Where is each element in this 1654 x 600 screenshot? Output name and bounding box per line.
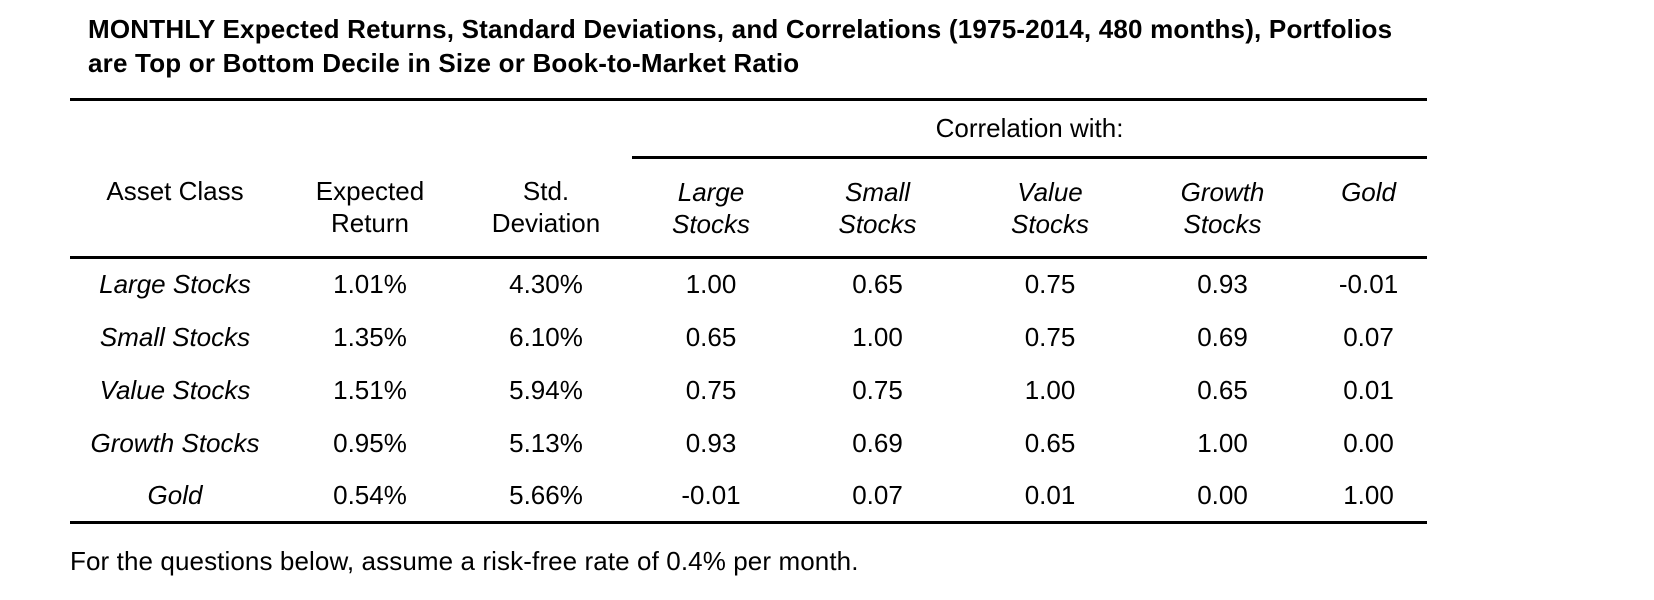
cell-corr-large: 0.65 xyxy=(685,321,737,352)
header-expected-return-line2: Return xyxy=(330,207,410,238)
row-label: Small Stocks xyxy=(99,321,251,352)
risk-free-rate-note: For the questions below, assume a risk-f… xyxy=(70,546,859,576)
header-corr-gold: Gold xyxy=(1310,157,1428,259)
header-gold-label: Gold xyxy=(1341,177,1396,207)
header-value-line1: Value xyxy=(1017,177,1083,207)
header-std-deviation: Std. Deviation xyxy=(460,157,632,259)
header-small-line1: Small xyxy=(844,177,910,207)
cell-corr-gold: 0.07 xyxy=(1343,321,1394,352)
header-growth-line1: Growth xyxy=(1180,177,1265,207)
cell-corr-value: 1.00 xyxy=(1024,374,1076,405)
cell-corr-small: 0.75 xyxy=(852,374,903,405)
cell-corr-growth: 0.65 xyxy=(1197,374,1248,405)
cell-corr-gold: -0.01 xyxy=(1338,269,1399,300)
cell-corr-value: 0.01 xyxy=(965,469,1135,524)
header-std-deviation-line1: Std. xyxy=(522,175,570,206)
cell-corr-gold: 1.00 xyxy=(1310,469,1428,524)
cell-expected-return: 1.35% xyxy=(333,321,407,352)
cell-corr-growth: 0.93 xyxy=(1197,269,1248,300)
document-title: MONTHLY Expected Returns, Standard Devia… xyxy=(70,12,1654,80)
cell-corr-value: 0.65 xyxy=(1024,427,1076,458)
header-growth-line2: Stocks xyxy=(1183,209,1262,239)
cell-corr-value: 0.75 xyxy=(1024,269,1076,300)
header-asset-class: Asset Class xyxy=(70,157,280,259)
cell-corr-gold: 0.01 xyxy=(1343,374,1394,405)
table-row-growth-stocks: Growth Stocks 0.95% 5.13% 0.93 0.69 0.65… xyxy=(70,417,1427,470)
cell-corr-growth: 1.00 xyxy=(1197,427,1248,458)
header-corr-small-stocks: Small Stocks xyxy=(790,157,965,259)
header-std-deviation-line2: Deviation xyxy=(491,207,601,238)
cell-corr-large: 1.00 xyxy=(685,269,737,300)
row-label: Value Stocks xyxy=(99,374,251,405)
cell-corr-value: 0.75 xyxy=(1024,321,1076,352)
cell-corr-small: 0.65 xyxy=(852,269,903,300)
header-value-line2: Stocks xyxy=(1010,209,1090,239)
cell-std-deviation: 6.10% xyxy=(509,321,583,352)
column-header-row: Asset Class Expected Return Std. Deviati… xyxy=(70,157,1428,259)
cell-corr-gold: 0.00 xyxy=(1343,427,1394,458)
header-expected-return: Expected Return xyxy=(280,157,460,259)
cell-std-deviation: 5.94% xyxy=(509,374,583,405)
header-asset-class-label: Asset Class xyxy=(106,175,244,206)
header-corr-large-stocks: Large Stocks xyxy=(632,157,790,259)
cell-expected-return: 0.95% xyxy=(333,427,407,458)
table-row-value-stocks: Value Stocks 1.51% 5.94% 0.75 0.75 1.00 … xyxy=(70,364,1427,417)
cell-corr-large: -0.01 xyxy=(632,469,790,524)
cell-expected-return: 1.01% xyxy=(333,269,407,300)
row-label: Large Stocks xyxy=(99,269,251,300)
header-expected-return-line1: Expected xyxy=(315,175,425,206)
header-small-line2: Stocks xyxy=(838,209,917,239)
cell-corr-small: 0.69 xyxy=(852,427,903,458)
cell-expected-return: 1.51% xyxy=(333,374,407,405)
correlation-group-row: Correlation with: xyxy=(70,98,1428,159)
correlation-group-header: Correlation with: xyxy=(632,98,1428,159)
title-line-2: are Top or Bottom Decile in Size or Book… xyxy=(88,48,800,78)
cell-std-deviation: 5.66% xyxy=(460,469,632,524)
header-corr-value-stocks: Value Stocks xyxy=(965,157,1135,259)
cell-corr-small: 1.00 xyxy=(852,321,903,352)
table-row-gold: Gold 0.54% 5.66% -0.01 0.07 0.01 0.00 1.… xyxy=(70,469,1428,524)
cell-corr-large: 0.93 xyxy=(685,427,737,458)
table-row-large-stocks: Large Stocks 1.01% 4.30% 1.00 0.65 0.75 … xyxy=(70,258,1427,311)
returns-correlations-table: Correlation with: Asset Class Expected R… xyxy=(70,98,1428,524)
row-label: Gold xyxy=(70,469,280,524)
header-corr-growth-stocks: Growth Stocks xyxy=(1135,157,1310,259)
cell-corr-small: 0.07 xyxy=(790,469,965,524)
cell-std-deviation: 4.30% xyxy=(509,269,583,300)
cell-expected-return: 0.54% xyxy=(280,469,460,524)
row-label: Growth Stocks xyxy=(90,427,260,458)
header-large-line2: Stocks xyxy=(671,209,751,239)
cell-std-deviation: 5.13% xyxy=(509,427,583,458)
cell-corr-growth: 0.69 xyxy=(1197,321,1248,352)
cell-corr-large: 0.75 xyxy=(685,374,737,405)
table-row-small-stocks: Small Stocks 1.35% 6.10% 0.65 1.00 0.75 … xyxy=(70,311,1427,364)
cell-corr-growth: 0.00 xyxy=(1135,469,1310,524)
header-large-line1: Large xyxy=(677,177,745,207)
title-line-1: MONTHLY Expected Returns, Standard Devia… xyxy=(88,14,1393,44)
correlation-group-spacer xyxy=(70,98,632,158)
